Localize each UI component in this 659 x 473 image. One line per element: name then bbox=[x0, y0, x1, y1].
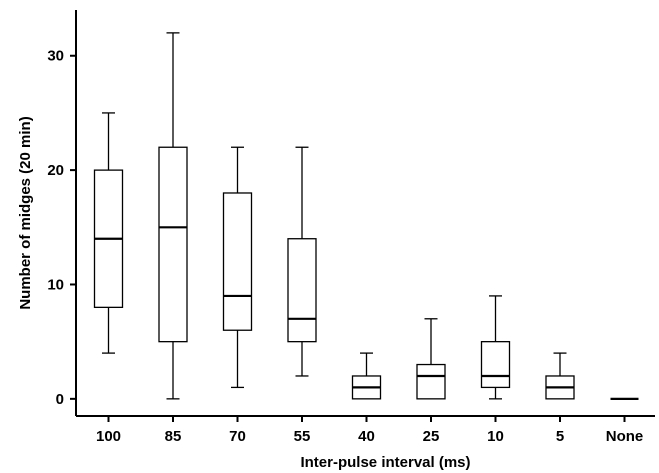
x-tick-label: None bbox=[606, 428, 644, 445]
x-tick-label: 85 bbox=[165, 428, 182, 445]
x-tick-label: 100 bbox=[96, 428, 121, 445]
plot-area: 0 10 20 30 100 85 70 55 40 25 10 5 None bbox=[47, 10, 655, 445]
y-tick-label: 30 bbox=[47, 48, 64, 65]
box-iqr bbox=[158, 146, 188, 343]
y-tick-label: 0 bbox=[56, 391, 64, 408]
box-iqr bbox=[287, 238, 317, 343]
x-tick-label: 55 bbox=[294, 428, 311, 445]
box-iqr bbox=[222, 192, 253, 331]
x-tick-label: 10 bbox=[487, 428, 504, 445]
x-tick-label: 25 bbox=[423, 428, 440, 445]
y-axis-title: Number of midges (20 min) bbox=[17, 116, 34, 309]
x-axis-title: Inter-pulse interval (ms) bbox=[300, 454, 470, 471]
box-iqr bbox=[416, 363, 446, 400]
box-iqr bbox=[480, 341, 511, 389]
x-tick-label: 5 bbox=[556, 428, 564, 445]
y-tick-label: 10 bbox=[47, 276, 64, 293]
x-tick-label: 40 bbox=[358, 428, 375, 445]
y-tick-label: 20 bbox=[47, 162, 64, 179]
x-tick-label: 70 bbox=[229, 428, 246, 445]
